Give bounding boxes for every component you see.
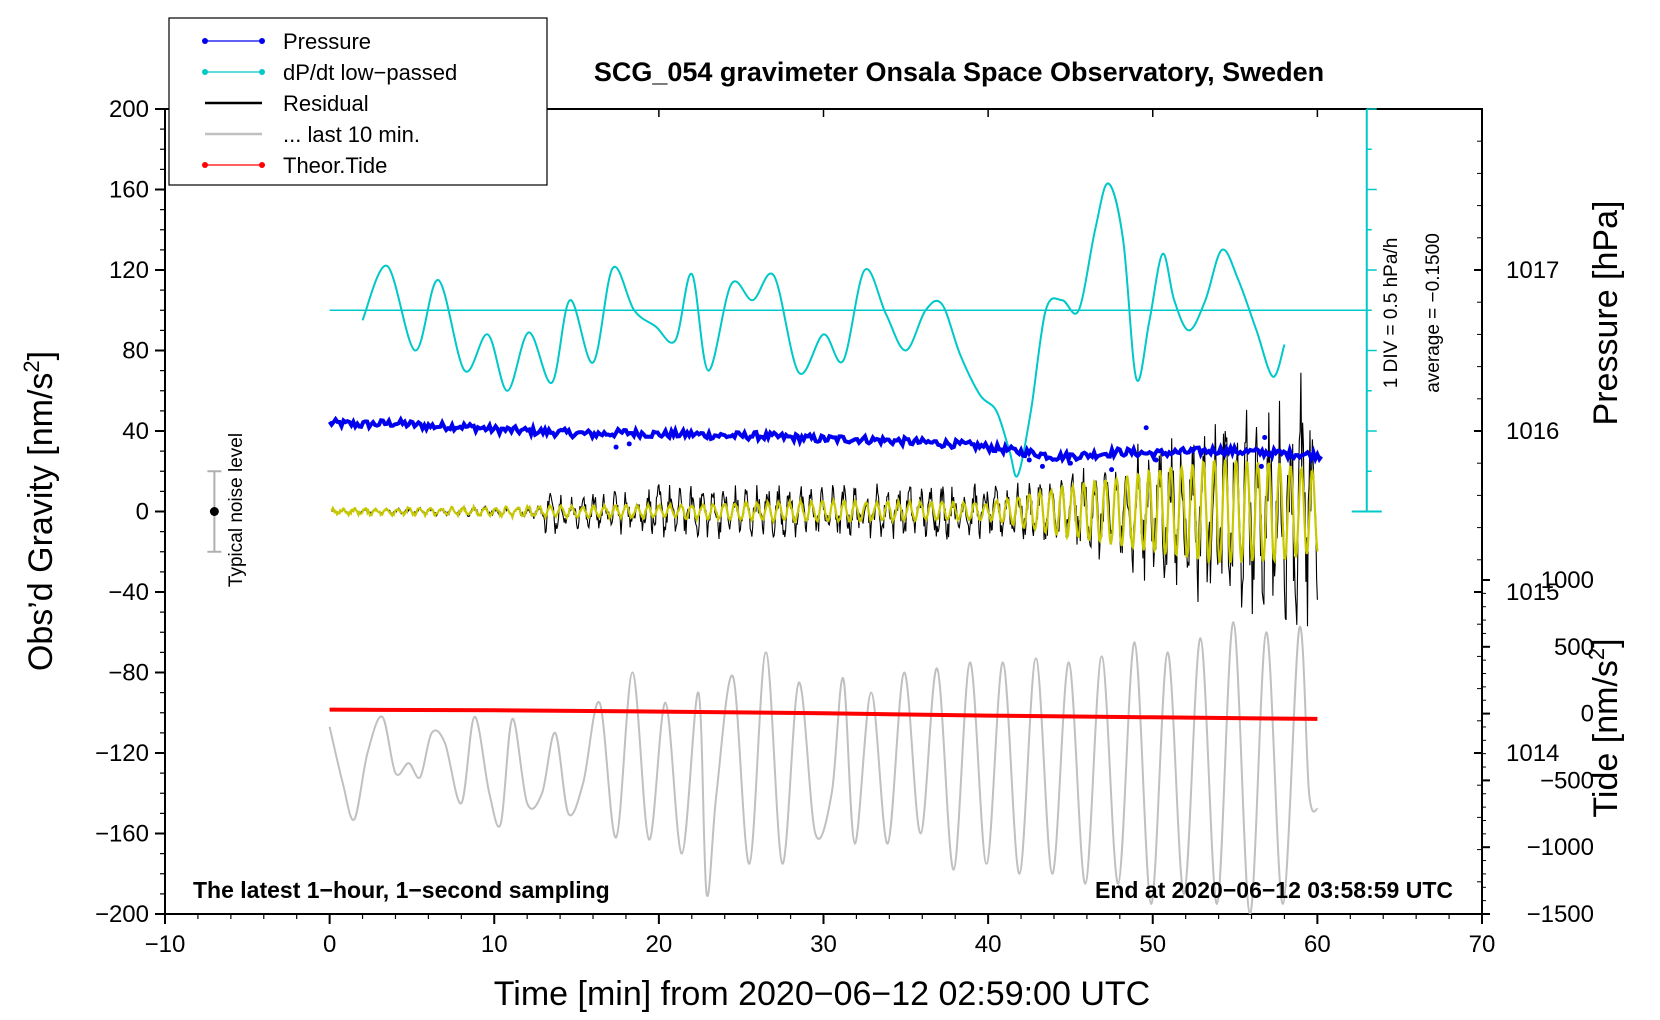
legend: Pressure dP/dt low−passed Residual ... last… <box>168 17 548 186</box>
y-tick-label: −40 <box>108 579 149 606</box>
y-tick-label: −120 <box>95 740 149 767</box>
legend-label: dP/dt low−passed <box>283 60 457 85</box>
tide-axis-ticks: 1000 500 0 −500 −1000 −1500 <box>1482 567 1594 928</box>
pressure-dot <box>1262 434 1268 440</box>
legend-swatch-dot <box>202 69 208 75</box>
pressure-dot <box>1109 467 1115 473</box>
div-scale-label: 1 DIV = 0.5 hPa/h <box>1381 238 1402 389</box>
noise-bar-dot <box>209 507 219 516</box>
x-axis-label: Time [min] from 2020−06−12 02:59:00 UTC <box>494 975 1150 1013</box>
y-tick-label: −200 <box>95 901 149 928</box>
legend-box <box>168 17 548 186</box>
y-axis-ticks: 200 160 120 80 40 0 −40 −80 −120 −160 −200 <box>95 96 165 928</box>
pressure-outlier-dots <box>613 425 1268 473</box>
y-tick-label: −160 <box>95 821 149 848</box>
pressure-tick-label: 1016 <box>1506 418 1559 445</box>
pressure-dot <box>1153 457 1159 463</box>
tide-tick-label: 1000 <box>1541 567 1594 594</box>
pressure-series <box>327 415 1323 467</box>
x-tick-label: 10 <box>481 931 508 958</box>
x-tick-label: 40 <box>975 931 1002 958</box>
pressure-axis-label: Pressure [hPa] <box>1587 201 1625 426</box>
tide-tick-label: −1500 <box>1527 901 1594 928</box>
pressure-dot <box>613 444 619 450</box>
y-tick-label: 120 <box>109 257 149 284</box>
legend-label: ... last 10 min. <box>283 122 420 147</box>
tide-tick-label: −500 <box>1540 767 1594 794</box>
y-tick-label: 80 <box>122 338 149 365</box>
pressure-dot <box>626 441 632 447</box>
x-tick-label: 30 <box>810 931 837 958</box>
pressure-dot <box>1258 463 1264 469</box>
noise-level-bar <box>207 470 222 553</box>
pressure-dot <box>1026 457 1032 463</box>
x-tick-label: 60 <box>1304 931 1331 958</box>
x-tick-label: −10 <box>145 931 186 958</box>
tide-tick-label: −1000 <box>1527 834 1594 861</box>
pressure-axis-ticks: 1017 1016 1015 1014 <box>1474 140 1559 883</box>
legend-label: Pressure <box>283 29 371 54</box>
pressure-dot <box>1143 425 1149 431</box>
y-tick-label: −80 <box>108 660 149 687</box>
legend-label: Residual <box>283 91 369 116</box>
x-tick-label: 50 <box>1139 931 1166 958</box>
x-tick-label: 70 <box>1469 931 1496 958</box>
y-axis-label: Obs’d Gravity [nm/s2] <box>19 351 60 671</box>
residual-filtered-series <box>330 459 1319 565</box>
pressure-tick-label: 1017 <box>1506 257 1559 284</box>
tide-axis-label: Tide [nm/s2] <box>1584 638 1625 817</box>
legend-swatch-dot <box>259 69 265 75</box>
legend-swatch-dot <box>202 162 208 168</box>
tide-tick-label: 0 <box>1581 701 1594 728</box>
end-time-note: End at 2020−06−12 03:58:59 UTC <box>1095 877 1453 903</box>
dpdt-series <box>361 182 1286 478</box>
legend-swatch-dot <box>259 38 265 44</box>
pressure-dot <box>1067 460 1073 466</box>
x-tick-label: 0 <box>323 931 336 958</box>
theoretical-tide-series <box>329 707 1318 721</box>
sampling-note: The latest 1−hour, 1−second sampling <box>193 877 610 903</box>
chart-title: SCG_054 gravimeter Onsala Space Observat… <box>594 57 1324 87</box>
y-tick-label: 0 <box>136 499 149 526</box>
pressure-tick-label: 1015 <box>1506 579 1559 606</box>
y-tick-label: 160 <box>109 177 149 204</box>
pressure-tick-label: 1014 <box>1506 740 1559 767</box>
y-tick-label: 40 <box>122 418 149 445</box>
x-tick-label: 20 <box>646 931 673 958</box>
pressure-dot <box>1039 463 1045 469</box>
legend-label: Theor.Tide <box>283 153 387 178</box>
noise-level-label: Typical noise level <box>226 433 247 587</box>
tide-tick-label: 500 <box>1554 634 1594 661</box>
x-axis-ticks: −10 0 10 20 30 40 50 60 70 <box>145 109 1496 958</box>
last-10-min-series <box>328 621 1319 914</box>
legend-swatch-dot <box>202 38 208 44</box>
legend-swatch-dot <box>259 162 265 168</box>
average-label: average = −0.1500 <box>1423 233 1444 393</box>
y-tick-label: 200 <box>109 96 149 123</box>
